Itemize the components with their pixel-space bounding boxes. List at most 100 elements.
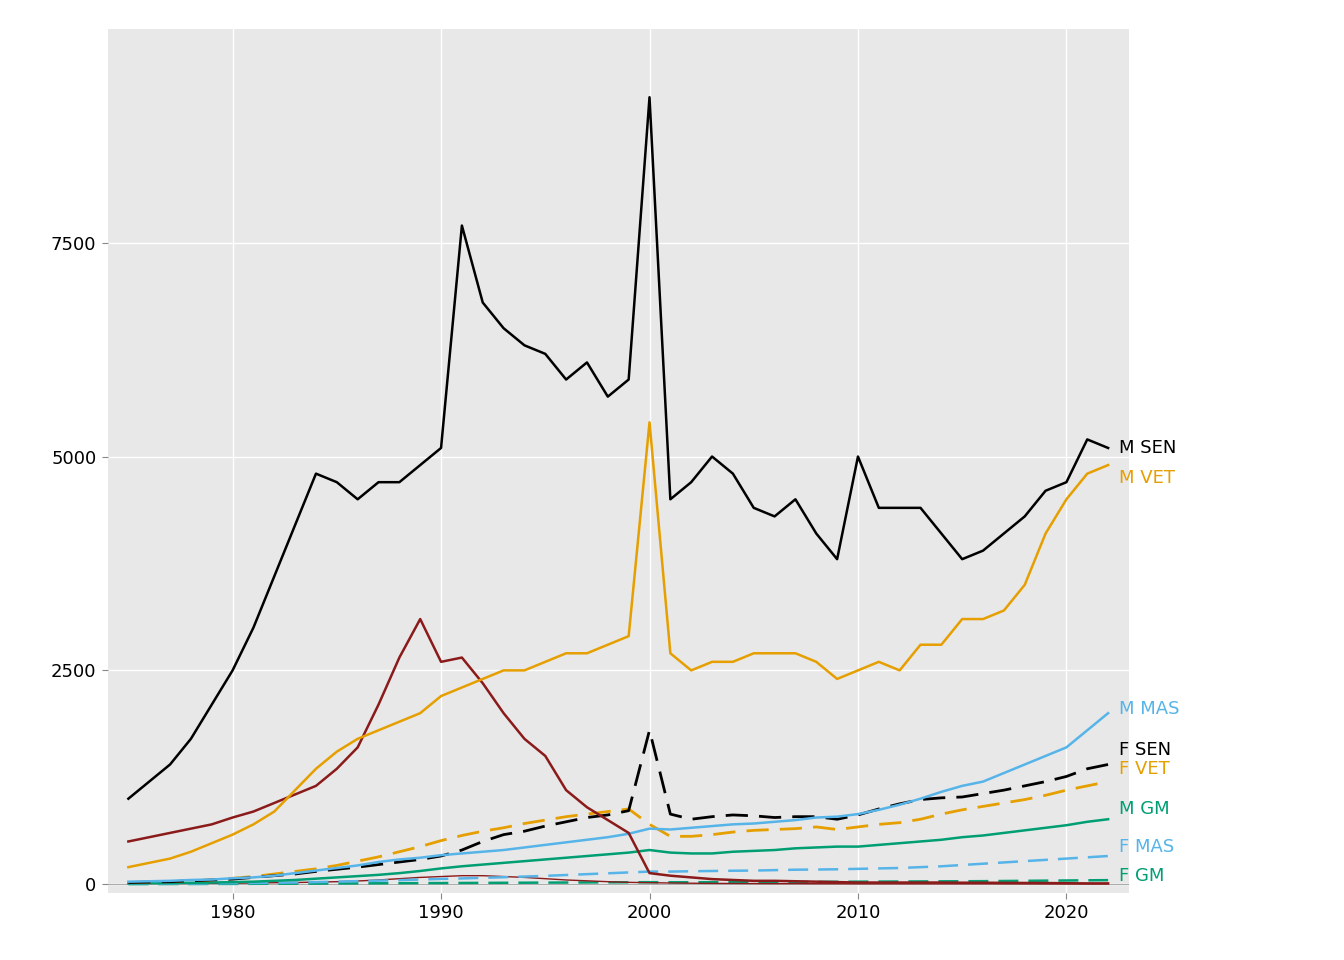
- F RED: [913, 878, 929, 890]
- M RED: [1099, 877, 1116, 889]
- F MAS: [933, 860, 949, 872]
- F GM: [1079, 875, 1095, 886]
- M GM: [871, 839, 887, 851]
- F SEN: [849, 809, 866, 821]
- F VET: [391, 846, 407, 857]
- M VET: [413, 708, 429, 719]
- M SEN: [371, 476, 387, 488]
- M MAS: [141, 876, 157, 887]
- M MAS: [391, 853, 407, 865]
- F SEN: [496, 828, 512, 840]
- Line: M RED: M RED: [129, 619, 1107, 883]
- Text: F GM: F GM: [1118, 867, 1164, 885]
- F GM: [246, 878, 262, 890]
- M RED: [621, 828, 637, 839]
- Line: F MAS: F MAS: [129, 856, 1107, 884]
- M RED: [266, 797, 282, 808]
- F VET: [163, 876, 179, 887]
- F VET: [204, 875, 220, 886]
- M SEN: [704, 451, 720, 463]
- F MAS: [391, 875, 407, 886]
- M VET: [849, 664, 866, 676]
- M GM: [454, 860, 470, 872]
- M SEN: [433, 443, 449, 454]
- F MAS: [329, 876, 345, 887]
- M MAS: [308, 865, 324, 876]
- Text: F SEN: F SEN: [1118, 741, 1171, 759]
- M VET: [163, 852, 179, 864]
- F VET: [308, 863, 324, 875]
- F MAS: [141, 878, 157, 890]
- F RED: [849, 878, 866, 890]
- F SEN: [204, 875, 220, 886]
- F RED: [1099, 878, 1116, 890]
- F GM: [1016, 876, 1032, 887]
- F RED: [683, 877, 699, 889]
- F RED: [808, 878, 824, 890]
- F VET: [121, 876, 137, 888]
- M RED: [849, 876, 866, 888]
- F MAS: [683, 866, 699, 877]
- M GM: [496, 857, 512, 869]
- F SEN: [141, 876, 157, 888]
- F VET: [413, 841, 429, 852]
- M SEN: [871, 502, 887, 514]
- M MAS: [266, 870, 282, 881]
- M VET: [704, 656, 720, 667]
- F MAS: [996, 856, 1012, 868]
- M RED: [663, 870, 679, 881]
- F SEN: [974, 788, 991, 800]
- M MAS: [599, 831, 616, 843]
- M VET: [746, 647, 762, 659]
- F GM: [288, 877, 304, 889]
- M RED: [829, 876, 845, 888]
- F RED: [621, 876, 637, 888]
- F GM: [704, 876, 720, 888]
- Line: F RED: F RED: [129, 876, 1107, 884]
- M SEN: [496, 323, 512, 334]
- F GM: [913, 876, 929, 887]
- M MAS: [349, 859, 366, 871]
- M SEN: [454, 220, 470, 231]
- M RED: [974, 876, 991, 888]
- M GM: [1016, 825, 1032, 836]
- M GM: [516, 855, 532, 867]
- F VET: [891, 817, 907, 828]
- M SEN: [954, 553, 970, 564]
- F SEN: [558, 816, 574, 828]
- M RED: [913, 876, 929, 888]
- F RED: [496, 871, 512, 882]
- F SEN: [538, 820, 554, 831]
- F SEN: [663, 808, 679, 820]
- F VET: [496, 822, 512, 833]
- F SEN: [1016, 780, 1032, 792]
- F RED: [474, 870, 491, 881]
- F SEN: [474, 836, 491, 848]
- F MAS: [891, 862, 907, 874]
- F MAS: [663, 866, 679, 877]
- F VET: [641, 819, 657, 830]
- M GM: [724, 846, 741, 857]
- F RED: [538, 873, 554, 884]
- F RED: [433, 871, 449, 882]
- M RED: [433, 656, 449, 667]
- F SEN: [683, 813, 699, 825]
- F MAS: [849, 863, 866, 875]
- F RED: [349, 876, 366, 887]
- M SEN: [788, 493, 804, 505]
- F MAS: [1058, 852, 1074, 864]
- M SEN: [183, 733, 199, 745]
- M GM: [141, 877, 157, 889]
- F SEN: [724, 809, 741, 821]
- F MAS: [266, 877, 282, 889]
- F SEN: [349, 861, 366, 873]
- M GM: [954, 831, 970, 843]
- F VET: [1079, 780, 1095, 792]
- Text: M SEN: M SEN: [1118, 439, 1176, 457]
- F GM: [1038, 875, 1054, 886]
- M GM: [683, 848, 699, 859]
- M GM: [746, 845, 762, 856]
- F SEN: [704, 811, 720, 823]
- M GM: [246, 876, 262, 887]
- F GM: [433, 877, 449, 889]
